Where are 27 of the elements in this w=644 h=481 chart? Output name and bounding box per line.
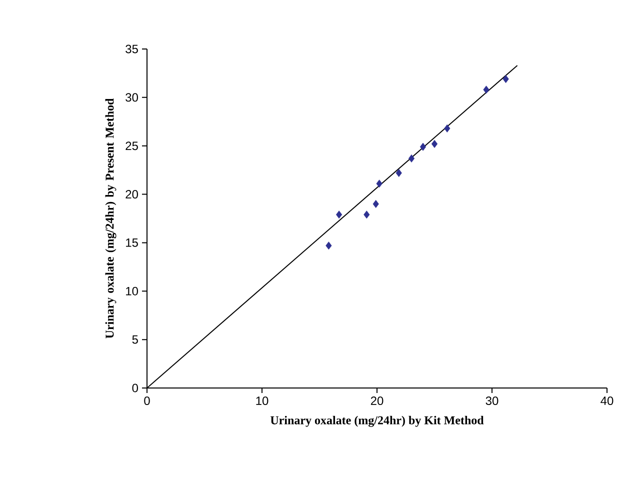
x-tick-label: 30 <box>486 396 498 406</box>
y-tick-label: 20 <box>126 190 138 199</box>
x-tick-label: 0 <box>144 396 150 406</box>
x-tick-label: 40 <box>600 396 614 406</box>
point <box>376 180 382 188</box>
point <box>431 140 438 148</box>
point <box>372 200 379 208</box>
x-axis-title: Urinary oxalate (mg/24hr) by Kit Method <box>270 416 484 427</box>
y-tick-label: 35 <box>126 44 138 54</box>
x-tick-label: 20 <box>370 396 384 406</box>
y-tick-label: 10 <box>126 286 138 296</box>
x-tick-label: 10 <box>256 396 268 406</box>
y-tick-label: 25 <box>126 142 138 150</box>
point <box>336 210 342 219</box>
y-tick-label: 5 <box>132 335 138 344</box>
point <box>364 210 370 219</box>
point <box>502 75 509 84</box>
point <box>483 86 490 94</box>
point <box>408 154 415 162</box>
y-tick-label: 0 <box>132 384 138 392</box>
point <box>326 242 332 250</box>
y-tick-label: 15 <box>126 238 138 247</box>
point <box>444 124 450 132</box>
point <box>420 142 426 151</box>
point <box>396 168 402 177</box>
y-axis-title: Urinary oxalate (mg/24hr) by Present Method <box>105 98 116 338</box>
y-tick-label: 30 <box>126 93 138 102</box>
